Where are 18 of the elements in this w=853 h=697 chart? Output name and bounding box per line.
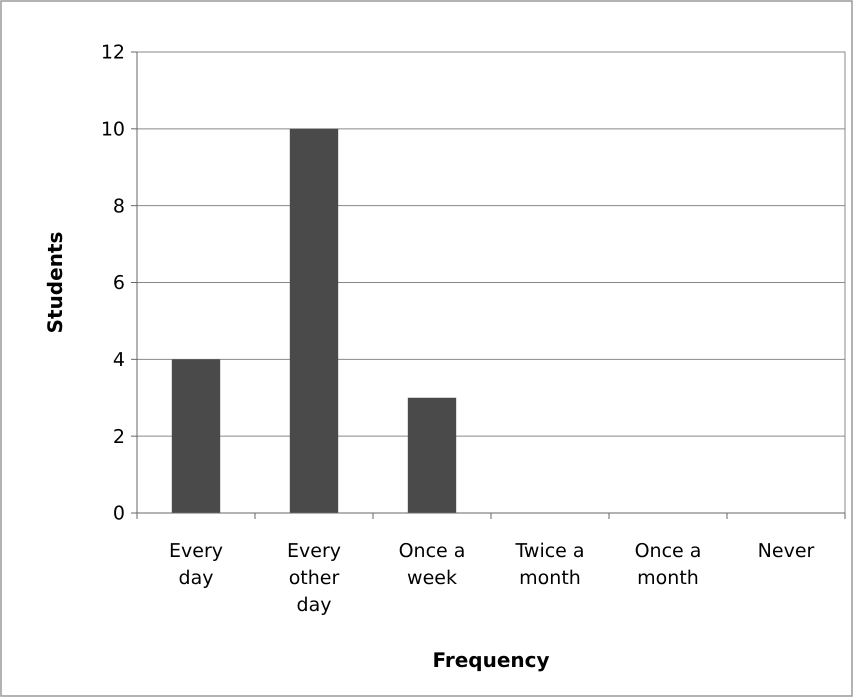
y-tick-label: 8 (112, 195, 125, 218)
y-tick-label: 4 (112, 348, 125, 371)
y-tick-label: 10 (100, 118, 125, 140)
y-tick-label: 2 (112, 426, 125, 448)
y-axis-title: Students (43, 232, 67, 334)
bar (408, 398, 456, 513)
y-tick-label: 6 (112, 272, 125, 294)
x-tick-label: Once a month (634, 540, 702, 589)
bar (290, 128, 338, 513)
bar (172, 359, 220, 513)
y-tick-label: 0 (112, 502, 125, 525)
x-tick-label: Twice a month (514, 540, 585, 589)
x-tick-label: Once a week (398, 540, 466, 589)
x-tick-label: Never (758, 540, 815, 562)
x-axis-title: Frequency (432, 648, 550, 672)
x-tick-label: Every other day (287, 540, 341, 616)
x-tick-label: Every day (169, 540, 223, 589)
y-tick-label: 12 (100, 42, 125, 64)
